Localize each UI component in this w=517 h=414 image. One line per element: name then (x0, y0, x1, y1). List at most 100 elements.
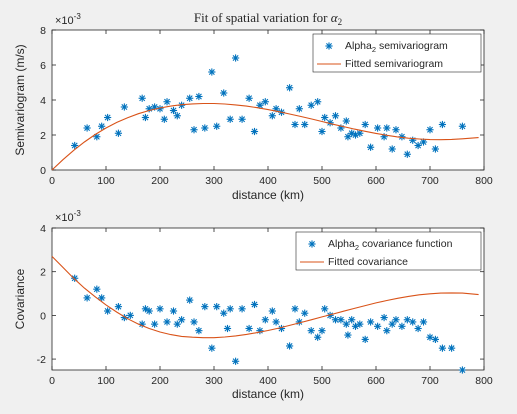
data-point-marker (337, 316, 345, 324)
data-point-marker (398, 322, 406, 330)
data-point-marker (190, 318, 198, 326)
data-point-marker (104, 113, 112, 122)
data-point-marker (326, 311, 334, 319)
data-point-marker (226, 115, 234, 123)
covariance-series (51, 256, 479, 374)
data-point-marker (356, 129, 364, 137)
data-point-marker (348, 316, 356, 324)
data-point-marker (383, 327, 391, 335)
data-point-marker (156, 305, 164, 313)
data-point-marker (318, 127, 326, 136)
legend-marker (308, 240, 316, 248)
data-point-marker (438, 120, 447, 129)
semivariogram-y-label: Semivariogram (m/s) (13, 44, 27, 155)
data-point-marker (114, 303, 123, 311)
x-tick-label: 800 (475, 175, 493, 187)
data-point-marker (208, 344, 216, 352)
legend-label-semivariogram: Alpha2 semivariogram (345, 40, 448, 54)
semivariogram-series (51, 54, 479, 171)
data-point-marker (403, 150, 411, 158)
data-point-marker (151, 320, 159, 328)
data-point-marker (245, 94, 253, 102)
data-point-marker (301, 309, 309, 317)
legend-label-covariance-function: Alpha2 covariance function (328, 238, 453, 252)
data-point-marker (409, 136, 417, 144)
covariance-legend: Alpha2 covariance function Fitted covari… (295, 231, 482, 271)
data-point-marker (245, 324, 253, 333)
covariance-exponent-label: ×10-3 (55, 209, 81, 224)
data-point-marker (163, 98, 171, 106)
data-point-marker (414, 141, 422, 150)
data-point-marker (173, 320, 181, 328)
data-point-marker (98, 122, 106, 130)
x-tick-label: 0 (49, 175, 55, 187)
data-point-marker (380, 313, 388, 322)
data-point-marker (321, 113, 329, 122)
legend-asterisk-marker (308, 240, 316, 248)
y-tick-label: -2 (37, 354, 46, 366)
data-point-marker (232, 357, 240, 365)
y-tick-label: 4 (40, 95, 46, 107)
data-point-marker (163, 318, 171, 326)
data-point-marker (356, 320, 364, 328)
data-point-marker (114, 129, 123, 137)
data-point-marker (342, 320, 350, 328)
x-tick-label: 0 (49, 375, 55, 387)
data-point-marker (195, 92, 203, 101)
y-tick-label: 0 (40, 165, 46, 177)
y-tick-label: 2 (40, 130, 46, 142)
data-point-marker (208, 68, 216, 76)
data-point-marker (295, 105, 303, 113)
data-point-marker (250, 300, 259, 309)
fitted-curve-line (51, 256, 479, 339)
x-tick-label: 700 (421, 375, 439, 387)
data-point-marker (388, 320, 396, 328)
x-tick-label: 600 (367, 375, 385, 387)
data-point-marker (141, 113, 150, 122)
x-tick-label: 500 (313, 375, 331, 387)
data-point-marker (93, 285, 101, 293)
data-point-marker (367, 318, 375, 326)
data-point-marker (178, 316, 186, 324)
data-point-marker (314, 333, 322, 341)
x-tick-label: 500 (313, 175, 331, 187)
data-point-marker (268, 307, 276, 315)
data-point-marker (403, 316, 411, 324)
y-tick-label: 4 (40, 223, 46, 235)
data-point-marker (83, 294, 91, 302)
data-point-marker (71, 274, 79, 282)
x-tick-label: 200 (151, 175, 169, 187)
data-point-marker (438, 344, 447, 352)
data-point-marker (286, 84, 294, 92)
data-point-marker (120, 103, 128, 111)
data-point-marker (156, 105, 164, 113)
semivariogram-ticks: 0 100 200 300 400 500 600 700 800 0 2 4 6 8 (40, 25, 493, 187)
legend-marker (325, 42, 333, 50)
data-point-marker (383, 124, 391, 132)
data-point-marker (426, 126, 434, 134)
x-tick-label: 300 (205, 175, 223, 187)
data-point-marker (374, 124, 382, 132)
data-point-marker (431, 335, 439, 344)
data-point-marker (431, 145, 439, 153)
data-point-marker (291, 120, 299, 129)
data-point-marker (256, 327, 264, 335)
semivariogram-title: Fit of spatial variation for α2 (194, 10, 342, 27)
x-tick-label: 800 (475, 375, 493, 387)
y-tick-label: 2 (40, 267, 46, 279)
data-point-marker (268, 112, 276, 120)
data-point-marker (286, 342, 294, 350)
data-point-marker (232, 54, 240, 62)
data-point-marker (448, 344, 456, 352)
data-point-marker (307, 327, 315, 335)
data-point-marker (342, 117, 350, 125)
data-point-marker (367, 143, 375, 151)
data-point-marker (414, 324, 422, 333)
data-point-marker (186, 296, 194, 304)
data-point-marker (238, 305, 246, 313)
data-point-marker (223, 324, 232, 333)
data-point-marker (374, 322, 382, 330)
